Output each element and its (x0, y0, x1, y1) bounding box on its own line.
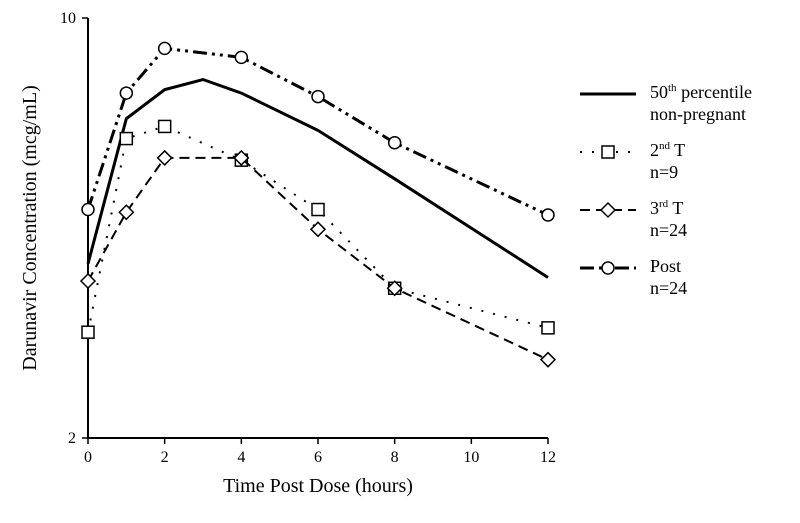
x-tick-label: 0 (84, 449, 92, 466)
legend-sublabel: n=24 (650, 220, 687, 240)
x-tick-label: 8 (391, 449, 399, 466)
y-tick-label: 2 (68, 430, 76, 447)
figure: 024681012210Time Post Dose (hours)Daruna… (0, 0, 800, 523)
x-tick-label: 6 (314, 449, 322, 466)
x-tick-label: 10 (463, 449, 479, 466)
legend-sublabel: non-pregnant (650, 104, 746, 124)
x-tick-label: 4 (237, 449, 245, 466)
y-axis-label: Darunavir Concentration (mcg/mL) (19, 85, 41, 370)
legend-sublabel: n=24 (650, 278, 687, 298)
x-tick-label: 2 (161, 449, 169, 466)
y-tick-label: 10 (60, 10, 76, 27)
x-tick-label: 12 (540, 449, 556, 466)
legend-sublabel: n=9 (650, 162, 678, 182)
legend-label: 50th percentile (650, 82, 752, 102)
legend-label: Post (650, 256, 681, 276)
chart-svg: 024681012210Time Post Dose (hours)Daruna… (0, 0, 800, 523)
x-axis-label: Time Post Dose (hours) (223, 475, 413, 497)
